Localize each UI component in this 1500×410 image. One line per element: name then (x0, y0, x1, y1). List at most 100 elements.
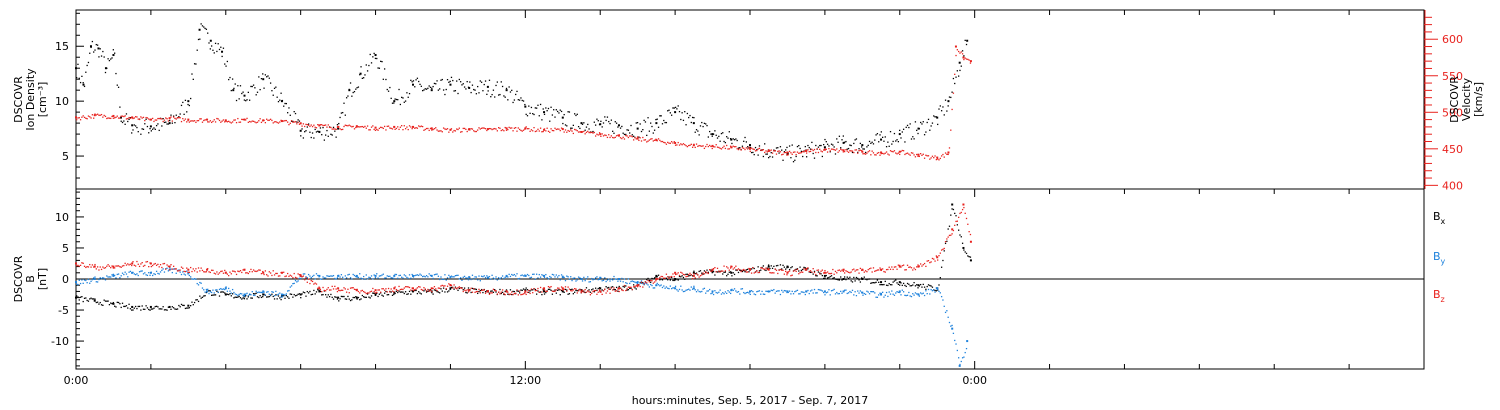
bottom-series-Bz-sample (761, 267, 763, 269)
top-series-black-sample (748, 147, 750, 149)
top-series-red-sample (218, 119, 221, 122)
top-series-black-point (232, 89, 235, 92)
bottom-series-Bz-sample (226, 273, 229, 275)
bottom-series-Bz-sample (279, 275, 281, 277)
bottom-series-Bz-sample (689, 272, 691, 275)
bottom-series-Bz-sample (321, 291, 323, 293)
bottom-series-By-sample (752, 290, 754, 293)
top-series-black-sample (418, 80, 420, 83)
bottom-series-Bz-sample (163, 262, 166, 265)
top-series-red-sample (785, 151, 787, 154)
bottom-series-Bx-sample (537, 290, 539, 292)
bottom-series-By-point (692, 287, 695, 290)
top-series-black-sample (112, 49, 114, 51)
bottom-series-Bx-sample (589, 291, 592, 293)
bottom-series-By-sample (192, 278, 194, 280)
top-series-red-sample (752, 148, 754, 150)
bottom-series-By-sample (698, 290, 700, 293)
bottom-series-By-sample (450, 275, 453, 277)
bottom-series-By-sample (169, 267, 171, 269)
bottom-series-By-sample (366, 278, 369, 280)
bottom-series-By-sample (348, 273, 350, 276)
top-series-black-sample (391, 102, 394, 104)
bottom-series-By-sample (517, 278, 519, 280)
bottom-series-Bz-sample (406, 286, 408, 288)
top-series-red-sample (608, 134, 610, 136)
top-series-red-sample (850, 150, 852, 152)
bottom-series-Bz-sample (923, 262, 926, 265)
bottom-series-By-sample (246, 292, 248, 294)
top-series-black-sample (766, 153, 768, 155)
top-series-red-sample (167, 120, 170, 122)
bottom-series-Bz-sample (271, 274, 273, 277)
bottom-series-Bz-sample (799, 271, 801, 274)
bottom-series-By-sample (436, 273, 438, 275)
top-series-black-sample (381, 60, 383, 63)
top-series-red-sample (524, 128, 526, 130)
bottom-series-Bz-sample (262, 270, 264, 273)
bottom-series-Bz-point (962, 203, 965, 206)
top-series-black-sample (963, 55, 965, 57)
bottom-series-Bz-sample (825, 272, 827, 274)
bottom-series-Bz-sample (863, 271, 865, 273)
top-series-red-sample (686, 145, 689, 148)
bottom-series-Bz-sample (146, 260, 149, 263)
top-series-black-sample (488, 79, 491, 81)
top-series-black-sample (340, 112, 343, 114)
bottom-series-Bx-sample (716, 271, 719, 273)
bottom-series-By-sample (574, 277, 576, 279)
top-series-black-sample (802, 155, 804, 158)
right-tick-label: 400 (1442, 179, 1463, 192)
top-series-black-sample (416, 77, 419, 79)
bottom-series-By-sample (554, 276, 556, 278)
top-series-red-sample (196, 120, 198, 122)
bottom-series-Bx-sample (175, 308, 177, 310)
bottom-series-By-sample (237, 294, 239, 297)
top-series-black-sample (448, 81, 450, 83)
bottom-series-Bz-sample (554, 290, 556, 292)
bottom-series-Bx-sample (505, 289, 508, 291)
bottom-series-By-sample (840, 290, 842, 293)
top-series-red-point (617, 134, 620, 137)
top-series-red-sample (812, 149, 814, 152)
bottom-series-By-sample (484, 276, 487, 279)
bottom-series-Bz-sample (162, 263, 164, 265)
bottom-series-Bz-sample (301, 276, 303, 278)
bottom-series-Bz-sample (201, 269, 204, 272)
bottom-series-Bx-sample (888, 282, 890, 285)
top-series-black-sample (421, 89, 424, 92)
bottom-series-Bz-sample (186, 267, 188, 269)
bottom-series-Bx-sample (457, 289, 459, 292)
bottom-series-Bx-sample (885, 284, 888, 286)
top-series-red-sample (229, 121, 231, 123)
bottom-series-By-sample (298, 277, 301, 279)
bottom-series-By-sample (496, 279, 498, 281)
bottom-series-Bx-sample (441, 290, 443, 292)
top-series-red-sample (233, 119, 235, 121)
bottom-series-Bx-sample (948, 225, 951, 227)
bottom-series-By-sample (605, 280, 607, 283)
top-series-red-sample (702, 145, 704, 147)
bottom-series-Bx-point (355, 296, 358, 299)
top-series-red-sample (217, 118, 219, 120)
bottom-series-By-sample (766, 290, 768, 293)
top-series-red-sample (643, 139, 645, 141)
top-series-black-sample (174, 121, 176, 124)
top-series-black-sample (771, 156, 774, 158)
bottom-series-Bz-sample (251, 271, 253, 273)
top-series-black-sample (960, 65, 962, 67)
bottom-series-By-sample (769, 290, 771, 293)
bottom-series-Bx-sample (335, 296, 337, 298)
top-series-red-sample (577, 131, 580, 133)
top-series-red-sample (802, 150, 804, 153)
top-series-black-sample (136, 126, 138, 129)
top-series-red-sample (878, 151, 880, 154)
bottom-series-Bz-sample (644, 281, 647, 283)
top-series-black-sample (752, 151, 754, 154)
top-series-red-sample (706, 143, 708, 146)
bottom-series-By-sample (442, 278, 445, 281)
bottom-series-Bz-sample (77, 264, 79, 267)
bottom-series-Bx-point (917, 284, 920, 287)
bottom-series-Bx-sample (816, 275, 818, 277)
bottom-series-Bz-point (430, 287, 433, 290)
